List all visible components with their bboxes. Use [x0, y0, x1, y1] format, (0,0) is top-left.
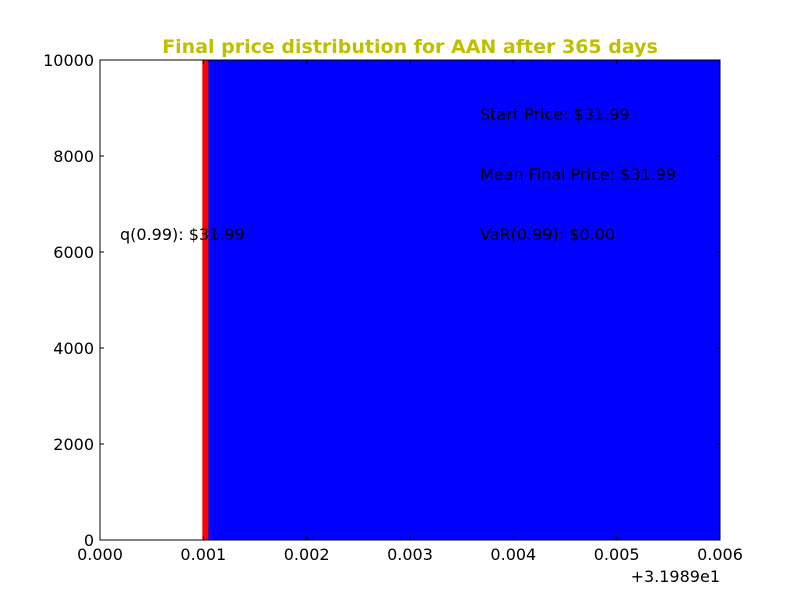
- y-tick-label: 4000: [53, 339, 94, 358]
- y-tick-label: 6000: [53, 243, 94, 262]
- x-tick-label: 0.005: [594, 545, 640, 564]
- x-tick-label: 0.002: [284, 545, 330, 564]
- mean-final-price-annotation: Mean Final Price: $31.99: [480, 165, 676, 184]
- y-ticks: 0 2000 4000 6000 8000 10000: [43, 51, 720, 550]
- histogram-bar-0: [203, 60, 721, 540]
- x-offset-label: +3.1989e1: [631, 567, 720, 586]
- x-ticks: 0.000 0.001 0.002 0.003 0.004 0.005 0.006: [77, 60, 743, 564]
- y-tick-label: 2000: [53, 435, 94, 454]
- x-tick-label: 0.006: [697, 545, 743, 564]
- quantile-annotation: q(0.99): $31.99: [120, 225, 245, 244]
- x-tick-label: 0.000: [77, 545, 123, 564]
- x-tick-label: 0.001: [180, 545, 226, 564]
- y-tick-label: 8000: [53, 147, 94, 166]
- start-price-annotation: Start Price: $31.99: [480, 105, 630, 124]
- var-annotation: VaR(0.99): $0.00: [480, 225, 615, 244]
- bars-layer: [203, 60, 721, 540]
- x-tick-label: 0.003: [387, 545, 433, 564]
- y-tick-label: 0: [84, 531, 94, 550]
- chart-title: Final price distribution for AAN after 3…: [162, 36, 658, 58]
- y-tick-label: 10000: [43, 51, 94, 70]
- x-tick-label: 0.004: [490, 545, 536, 564]
